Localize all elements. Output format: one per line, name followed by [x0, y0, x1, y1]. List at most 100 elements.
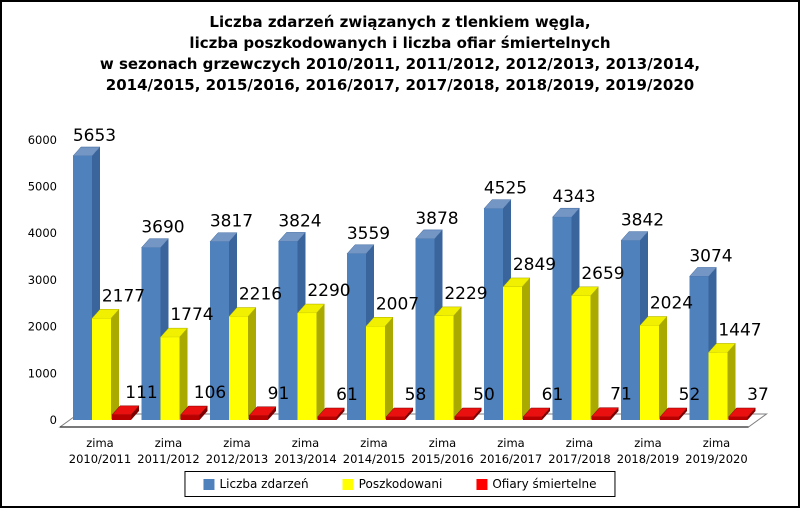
value-label-series-2: 58 — [405, 385, 427, 405]
value-label-series-0: 3842 — [621, 211, 664, 231]
bar-0 — [552, 217, 572, 420]
legend: Liczba zdarzeń Poszkodowani Ofiary śmier… — [184, 471, 616, 497]
value-label-series-1: 2216 — [239, 285, 282, 305]
value-label-series-1: 1447 — [718, 320, 761, 340]
value-label-series-0: 3690 — [141, 218, 184, 238]
value-label-series-0: 4525 — [484, 179, 527, 199]
chart-title-line-4: 2014/2015, 2015/2016, 2016/2017, 2017/20… — [105, 76, 695, 94]
bar-1 — [571, 295, 591, 420]
bar-side-1 — [111, 309, 119, 420]
x-axis-label-line1: zima — [223, 436, 250, 450]
bar-1 — [160, 337, 180, 420]
legend-label: Ofiary śmiertelne — [492, 477, 597, 491]
bar-0 — [210, 241, 229, 420]
legend-label: Poszkodowani — [358, 477, 443, 491]
bar-0 — [484, 208, 503, 420]
x-axis-label-line1: zima — [155, 436, 182, 450]
x-axis-label-line2: 2016/2017 — [480, 452, 542, 466]
bar-side-2 — [131, 405, 139, 420]
value-label-series-2: 106 — [194, 383, 226, 403]
y-axis-tick-label: 4000 — [28, 226, 57, 240]
bar-1 — [92, 318, 111, 420]
chart-title-line-3: w sezonach grzewczych 2010/2011, 2011/20… — [99, 55, 701, 73]
value-label-series-0: 5653 — [73, 126, 116, 146]
bar-side-1 — [590, 286, 599, 420]
bar-0 — [278, 241, 298, 420]
bar-side-1 — [248, 307, 256, 420]
value-label-series-0: 3878 — [415, 209, 458, 229]
value-label-series-1: 2849 — [513, 255, 556, 275]
y-axis-tick-label: 3000 — [28, 273, 57, 287]
bar-0 — [73, 156, 92, 421]
bar-1 — [229, 316, 248, 420]
bar-side-2 — [747, 408, 756, 420]
x-axis-label-line1: zima — [703, 436, 730, 450]
value-label-series-2: 61 — [542, 385, 564, 405]
value-label-series-2: 91 — [268, 384, 290, 404]
x-axis-label-line2: 2015/2016 — [411, 452, 473, 466]
bar-side-2 — [610, 407, 619, 420]
x-axis-label-line2: 2012/2013 — [206, 452, 268, 466]
bar-2 — [523, 417, 542, 420]
legend-swatch-blue — [203, 478, 215, 490]
bar-side-2 — [679, 408, 687, 420]
x-axis-label-line2: 2010/2011 — [69, 452, 131, 466]
value-label-series-1: 2659 — [581, 264, 624, 284]
x-axis-label-line2: 2011/2012 — [137, 452, 199, 466]
y-axis-tick-label: 6000 — [28, 133, 57, 147]
bar-2 — [317, 417, 337, 420]
bar-1 — [708, 352, 728, 420]
bar-0 — [689, 276, 709, 420]
chart-title-line-1: Liczba zdarzeń związanych z tlenkiem węg… — [209, 13, 591, 31]
bar-side-1 — [727, 343, 736, 420]
bar-1 — [366, 326, 385, 420]
x-axis-label-line2: 2014/2015 — [343, 452, 405, 466]
bar-2 — [660, 417, 679, 420]
bar-side-1 — [522, 277, 530, 420]
legend-label: Liczba zdarzeń — [219, 477, 309, 491]
x-axis-label-line1: zima — [292, 436, 319, 450]
x-axis-label-line1: zima — [429, 436, 456, 450]
chart-title-line-2: liczba poszkodowanych i liczba ofiar śmi… — [189, 34, 611, 52]
bar-side-2 — [268, 406, 276, 420]
bar-side-2 — [405, 408, 413, 420]
x-axis-label-line1: zima — [497, 436, 524, 450]
x-axis-label-line2: 2018/2019 — [617, 452, 679, 466]
legend-item-ofiary-smiertelne: Ofiary śmiertelne — [476, 477, 597, 491]
bar-0 — [415, 238, 435, 420]
plot-area: 0 1000 2000 3000 4000 5000 6000 zima 2010/2011 zi… — [28, 126, 769, 466]
y-axis-tick-label: 0 — [50, 413, 57, 427]
bar-2 — [180, 415, 200, 420]
value-label-series-0: 4343 — [552, 187, 595, 207]
x-axis-label-line1: zima — [566, 436, 593, 450]
legend-swatch-red — [476, 478, 488, 490]
bar-side-1 — [385, 317, 393, 420]
y-axis-tick-label: 2000 — [28, 320, 57, 334]
bar-side-2 — [336, 408, 345, 420]
value-label-series-2: 61 — [336, 385, 358, 405]
value-label-series-1: 2007 — [376, 294, 419, 314]
bar-side-1 — [316, 304, 325, 420]
value-label-series-0: 3074 — [689, 246, 732, 266]
value-label-series-0: 3824 — [278, 211, 321, 231]
x-axis-label-line1: zima — [634, 436, 661, 450]
y-axis-tick-label: 1000 — [28, 366, 57, 380]
bar-2 — [454, 417, 474, 420]
bar-side-1 — [659, 316, 667, 420]
x-axis-label-line2: 2013/2014 — [274, 452, 336, 466]
legend-item-liczba-zdarzen: Liczba zdarzeń — [203, 477, 309, 491]
value-label-series-1: 2024 — [650, 293, 693, 313]
chart-title: Liczba zdarzeń związanych z tlenkiem węg… — [2, 12, 798, 96]
bar-2 — [386, 417, 405, 420]
x-axis-label-line1: zima — [360, 436, 387, 450]
bar-1 — [640, 325, 659, 420]
bar-side-2 — [473, 408, 482, 420]
value-label-series-0: 3817 — [210, 212, 253, 232]
bar-side-2 — [199, 406, 208, 420]
legend-item-poszkodowani: Poszkodowani — [342, 477, 443, 491]
bar-2 — [728, 417, 748, 420]
bar-side-2 — [542, 408, 550, 420]
value-label-series-1: 2177 — [102, 286, 145, 306]
bar-2 — [112, 414, 131, 420]
